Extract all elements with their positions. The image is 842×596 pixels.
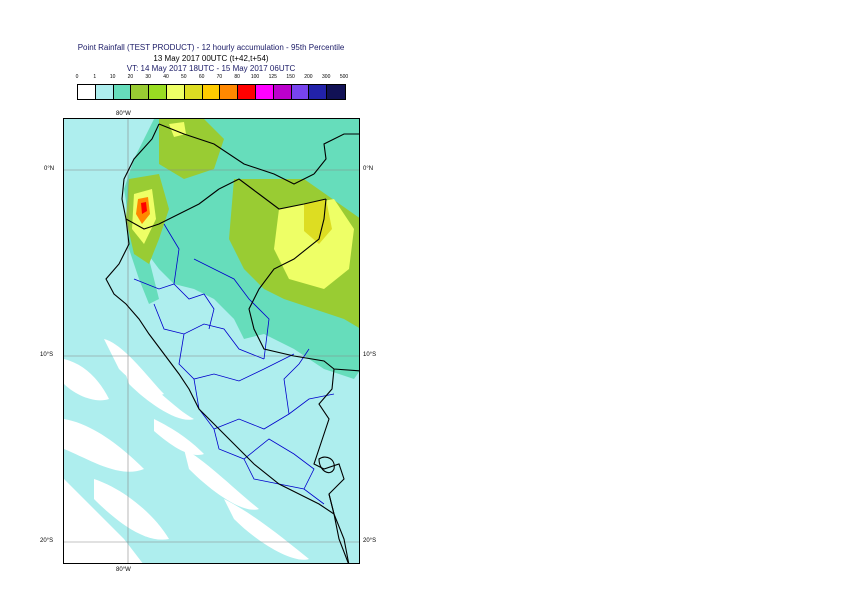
legend-threshold-label: 30 [145, 74, 151, 80]
legend-swatch [309, 85, 328, 99]
legend-swatch [149, 85, 167, 99]
border-ecuador-peru [125, 188, 220, 230]
precip-field [64, 119, 359, 563]
legend-threshold-label: 125 [268, 74, 277, 80]
border-peru-brazil [248, 198, 359, 372]
legend-swatch [238, 85, 256, 99]
legend-threshold-label: 1 [93, 74, 97, 80]
country-borders [105, 123, 359, 563]
legend-swatch [95, 85, 114, 99]
legend-threshold-label: 70 [216, 74, 223, 80]
legend-threshold-label: 50 [181, 74, 187, 80]
region-border-5 [193, 378, 335, 430]
max-rain-core [141, 202, 147, 214]
color-legend: 0 1 10 20 30 40 50 60 70 80 100 125 150 200 300 500 [70, 74, 360, 104]
region-border-1 [163, 223, 215, 330]
ocean-patch-1 [104, 339, 164, 395]
border-colombia-brazil [313, 133, 359, 175]
legend-threshold-label: 40 [163, 74, 169, 80]
region-border-6 [213, 428, 315, 490]
legend-threshold-label: 20 [127, 74, 134, 80]
region-border-4 [178, 333, 295, 382]
lake-titicaca [318, 456, 335, 474]
lat-label-left-10: 10°S [40, 352, 54, 358]
legend-swatch [255, 85, 274, 99]
lat-label-right-10: 10°S [363, 352, 377, 358]
legend-threshold-label: 200 [304, 74, 313, 80]
ocean-patch-6 [64, 419, 144, 472]
lon-label-bottom: 80°W [116, 567, 131, 573]
ocean-patch-4 [224, 499, 309, 560]
legend-threshold-label: 0 [75, 74, 79, 80]
chart-title: Point Rainfall (TEST PRODUCT) - 12 hourl… [77, 43, 345, 52]
legend-swatch [78, 85, 96, 99]
region-border-8 [193, 258, 270, 360]
graticule [64, 119, 359, 563]
legend-swatch [220, 85, 239, 99]
legend-threshold-label: 300 [322, 74, 331, 80]
lon-label-top: 80°W [116, 111, 131, 117]
ocean-patch-3 [184, 449, 259, 510]
lat-label-right-0: 0°N [363, 166, 374, 172]
legend-swatch [113, 85, 132, 99]
legend-swatch [131, 85, 150, 99]
border-peru-colombia [218, 178, 327, 210]
legend-threshold-label: 500 [339, 74, 349, 80]
region-border-2 [133, 278, 175, 290]
ocean-patch-2 [124, 369, 194, 420]
rainfall-map [63, 118, 360, 564]
legend-swatch [202, 85, 221, 99]
legend-swatch [291, 85, 310, 99]
legend-swatch [166, 85, 185, 99]
legend-threshold-label: 80 [234, 74, 240, 80]
border-peru-bolivia [313, 368, 345, 515]
legend-swatches [77, 84, 346, 100]
lat-label-left-20: 20°S [40, 538, 54, 544]
ocean-patch-5 [64, 359, 109, 401]
ocean-patch-7 [94, 479, 169, 540]
legend-swatch [327, 85, 345, 99]
ocean-patch-8 [154, 419, 204, 455]
legend-threshold-label: 150 [286, 74, 295, 80]
legend-swatch [184, 85, 203, 99]
lat-label-right-20: 20°S [363, 538, 377, 544]
legend-threshold-label: 60 [198, 74, 205, 80]
region-border-3 [153, 303, 265, 360]
region-border-9 [283, 348, 310, 415]
lat-label-left-0: 0°N [44, 166, 55, 172]
legend-threshold-label: 10 [109, 74, 116, 80]
valid-time-label: VT: 14 May 2017 18UTC - 15 May 2017 06UT… [126, 64, 296, 73]
legend-threshold-label: 100 [250, 74, 260, 80]
border-peru-chile [328, 493, 349, 563]
coastline [105, 123, 350, 563]
map-svg [64, 119, 359, 563]
legend-swatch [273, 85, 292, 99]
very-heavy-rain-area [274, 199, 354, 289]
run-time-label: 13 May 2017 00UTC (t+42,t+54) [153, 54, 269, 63]
border-ecuador-colombia [158, 123, 315, 185]
